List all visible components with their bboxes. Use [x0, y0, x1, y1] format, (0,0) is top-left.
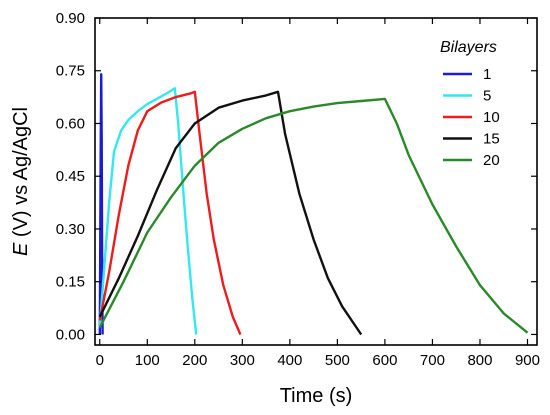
x-tick-label: 600: [372, 352, 397, 369]
series-line-20: [98, 97, 529, 334]
y-tick-label: 0.75: [56, 63, 85, 80]
legend-label-5: 5: [483, 88, 491, 105]
x-tick-label: 800: [467, 352, 492, 369]
y-axis-title-rest: (V) vs Ag/AgCl: [10, 107, 32, 243]
x-tick-label: 0: [96, 352, 104, 369]
x-tick-label: 400: [277, 352, 302, 369]
y-tick-label: 0.45: [56, 168, 85, 185]
plot-area: [94, 17, 538, 346]
legend-title: Bilayers: [440, 39, 497, 56]
x-tick-label: 200: [182, 352, 207, 369]
x-tick-label: 100: [135, 352, 160, 369]
y-tick-label: 0.00: [56, 326, 85, 343]
x-tick-label: 500: [325, 352, 350, 369]
series-line-5: [98, 87, 198, 335]
x-tick-label: 900: [515, 352, 540, 369]
axis-ticks: 0 100 200 300 400 500 600 700 800 900 0.00 0.15 0.30…: [56, 10, 540, 369]
series-lines: [98, 73, 529, 336]
plot-frame: [94, 17, 538, 346]
y-axis-title-symbol: E: [10, 242, 32, 256]
series-line-1: [98, 73, 104, 335]
y-tick-label: 0.15: [56, 274, 85, 291]
y-tick-label: 0.30: [56, 221, 85, 238]
x-tick-label: 700: [420, 352, 445, 369]
x-axis-title: Time (s): [280, 385, 353, 407]
legend-label-15: 15: [483, 131, 500, 148]
series-line-15: [98, 90, 363, 336]
series-line-10: [98, 90, 242, 335]
legend-label-20: 20: [483, 152, 500, 169]
y-tick-label: 0.90: [56, 10, 85, 27]
y-axis-title: E (V) vs Ag/AgCl: [10, 107, 32, 256]
legend-label-1: 1: [483, 66, 491, 83]
legend-label-10: 10: [483, 109, 500, 126]
x-tick-label: 300: [230, 352, 255, 369]
y-tick-label: 0.60: [56, 115, 85, 132]
